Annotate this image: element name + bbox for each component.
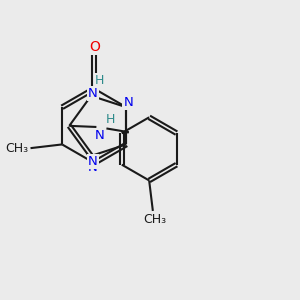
Text: H: H	[106, 113, 115, 126]
Text: N: N	[88, 161, 97, 174]
Text: N: N	[123, 96, 133, 109]
Text: O: O	[89, 40, 100, 54]
Text: CH₃: CH₃	[143, 213, 166, 226]
Text: N: N	[88, 87, 98, 101]
Text: CH₃: CH₃	[5, 142, 28, 154]
Text: N: N	[88, 155, 98, 168]
Text: H: H	[94, 74, 104, 87]
Text: N: N	[95, 129, 105, 142]
